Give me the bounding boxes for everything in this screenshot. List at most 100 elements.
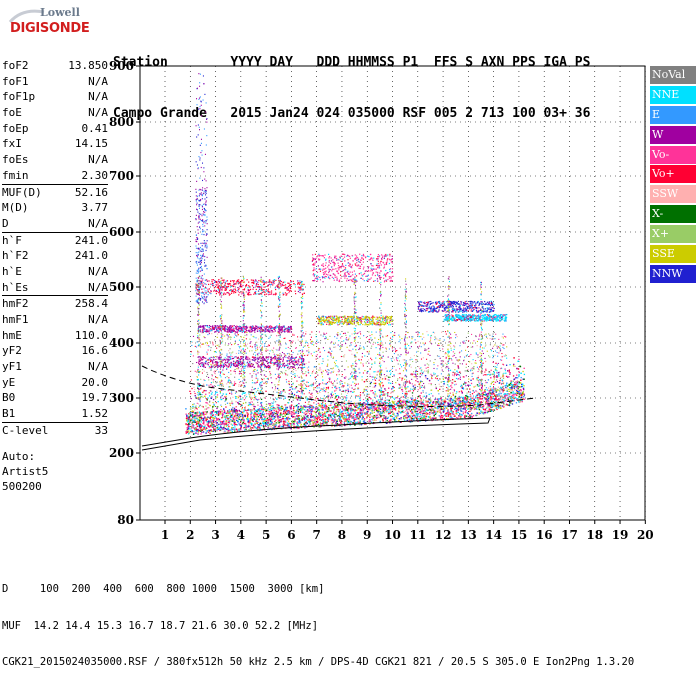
echo-point xyxy=(333,415,334,416)
x-tick-label: 1 xyxy=(161,528,169,542)
echo-point xyxy=(212,425,213,426)
echo-point xyxy=(332,413,333,414)
echo-point xyxy=(197,430,198,431)
echo-point xyxy=(509,387,510,388)
x-tick-label: 15 xyxy=(511,528,528,542)
echo-point xyxy=(390,413,391,414)
echo-point xyxy=(195,395,196,396)
echo-point xyxy=(386,405,387,406)
echo-point xyxy=(260,413,261,414)
echo-point xyxy=(210,425,211,426)
echo-point xyxy=(257,399,258,400)
echo-point xyxy=(361,410,362,411)
echo-point xyxy=(376,402,377,403)
echo-point xyxy=(326,423,327,424)
echo-point xyxy=(443,407,444,408)
echo-point xyxy=(340,419,341,420)
echo-point xyxy=(288,421,289,422)
echo-point xyxy=(492,409,493,410)
echo-point xyxy=(472,393,473,394)
echo-point xyxy=(279,422,280,423)
echo-point xyxy=(239,424,240,425)
echo-point xyxy=(226,394,227,395)
echo-point xyxy=(197,433,198,434)
echo-point xyxy=(392,397,393,398)
echo-point xyxy=(382,419,383,420)
echo-point xyxy=(335,390,336,391)
echo-point xyxy=(253,404,254,405)
echo-point xyxy=(240,413,241,414)
echo-point xyxy=(370,390,371,391)
echo-point xyxy=(390,415,391,416)
echo-point xyxy=(424,396,425,397)
echo-point xyxy=(458,403,459,404)
echo-point xyxy=(211,413,212,414)
x-tick-label: 12 xyxy=(435,528,452,542)
echo-point xyxy=(501,399,502,400)
echo-point xyxy=(370,383,371,384)
echo-point xyxy=(236,417,237,418)
echo-point xyxy=(283,418,284,419)
echo-point xyxy=(430,399,431,400)
echo-point xyxy=(516,375,517,376)
echo-point xyxy=(202,414,203,415)
echo-point xyxy=(441,408,442,409)
echo-point xyxy=(217,394,218,395)
echo-point xyxy=(397,413,398,414)
echo-point xyxy=(262,413,263,414)
echo-point xyxy=(209,430,210,431)
echo-point xyxy=(316,415,317,416)
echo-point xyxy=(313,420,314,421)
echo-point xyxy=(465,397,466,398)
echo-point xyxy=(360,394,361,395)
echo-point xyxy=(357,414,358,415)
echo-point xyxy=(293,423,294,424)
echo-point xyxy=(394,415,395,416)
echo-point xyxy=(377,402,378,403)
echo-point xyxy=(479,398,480,399)
echo-point xyxy=(415,377,416,378)
echo-point xyxy=(230,420,231,421)
echo-point xyxy=(247,418,248,419)
echo-point xyxy=(392,407,393,408)
echo-point xyxy=(509,371,510,372)
echo-point xyxy=(344,422,345,423)
echo-point xyxy=(192,408,193,409)
echo-point xyxy=(465,409,466,410)
echo-point xyxy=(485,409,486,410)
echo-point xyxy=(450,370,451,371)
echo-point xyxy=(524,368,525,369)
echo-point xyxy=(509,374,510,375)
echo-point xyxy=(384,418,385,419)
echo-point xyxy=(203,418,204,419)
echo-point xyxy=(279,417,280,418)
echo-point xyxy=(406,414,407,415)
echo-point xyxy=(411,412,412,413)
echo-point xyxy=(332,422,333,423)
echo-point xyxy=(229,422,230,423)
echo-point xyxy=(243,409,244,410)
echo-point xyxy=(243,423,244,424)
echo-point xyxy=(309,419,310,420)
echo-point xyxy=(216,420,217,421)
echo-point xyxy=(512,403,513,404)
echo-point xyxy=(288,418,289,419)
echo-point xyxy=(266,424,267,425)
echo-point xyxy=(307,409,308,410)
echo-point xyxy=(383,417,384,418)
echo-point xyxy=(295,412,296,413)
echo-point xyxy=(473,399,474,400)
echo-point xyxy=(343,405,344,406)
echo-point xyxy=(297,425,298,426)
echo-point xyxy=(395,415,396,416)
echo-point xyxy=(416,403,417,404)
echo-point xyxy=(316,418,317,419)
echo-point xyxy=(513,364,514,365)
echo-point xyxy=(254,411,255,412)
echo-point xyxy=(289,408,290,409)
echo-point xyxy=(355,409,356,410)
echo-point xyxy=(388,400,389,401)
echo-point xyxy=(275,408,276,409)
echo-point xyxy=(286,407,287,408)
echo-point xyxy=(215,414,216,415)
